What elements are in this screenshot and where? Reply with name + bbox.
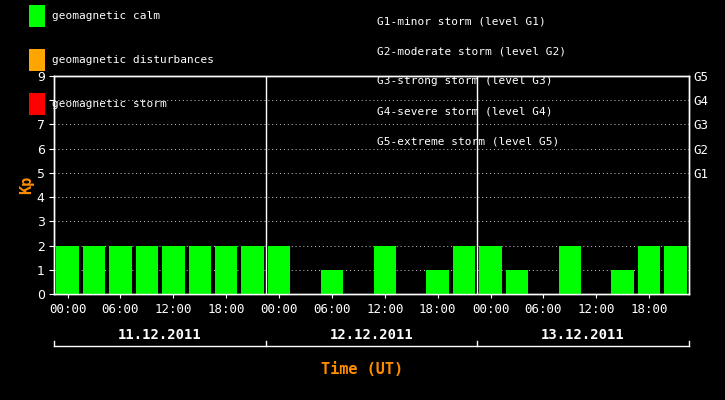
- Text: geomagnetic storm: geomagnetic storm: [52, 99, 167, 109]
- Bar: [426, 270, 449, 294]
- Bar: [453, 246, 476, 294]
- Text: G5-extreme storm (level G5): G5-extreme storm (level G5): [377, 136, 559, 146]
- Bar: [83, 246, 105, 294]
- Bar: [109, 246, 132, 294]
- Text: 11.12.2011: 11.12.2011: [118, 328, 202, 342]
- Text: geomagnetic disturbances: geomagnetic disturbances: [52, 55, 214, 65]
- Text: 13.12.2011: 13.12.2011: [541, 328, 625, 342]
- Text: G2-moderate storm (level G2): G2-moderate storm (level G2): [377, 46, 566, 56]
- Bar: [320, 270, 343, 294]
- Bar: [506, 270, 529, 294]
- Bar: [558, 246, 581, 294]
- Bar: [57, 246, 79, 294]
- Bar: [479, 246, 502, 294]
- Text: Time (UT): Time (UT): [321, 362, 404, 377]
- Y-axis label: Kp: Kp: [19, 176, 34, 194]
- Bar: [664, 246, 687, 294]
- Bar: [215, 246, 237, 294]
- Bar: [188, 246, 211, 294]
- Bar: [162, 246, 185, 294]
- Text: G4-severe storm (level G4): G4-severe storm (level G4): [377, 106, 552, 116]
- Text: G3-strong storm (level G3): G3-strong storm (level G3): [377, 76, 552, 86]
- Bar: [611, 270, 634, 294]
- Bar: [241, 246, 264, 294]
- Text: 12.12.2011: 12.12.2011: [330, 328, 413, 342]
- Text: G1-minor storm (level G1): G1-minor storm (level G1): [377, 16, 546, 26]
- Text: geomagnetic calm: geomagnetic calm: [52, 11, 160, 21]
- Bar: [136, 246, 158, 294]
- Bar: [638, 246, 660, 294]
- Bar: [373, 246, 396, 294]
- Bar: [268, 246, 290, 294]
